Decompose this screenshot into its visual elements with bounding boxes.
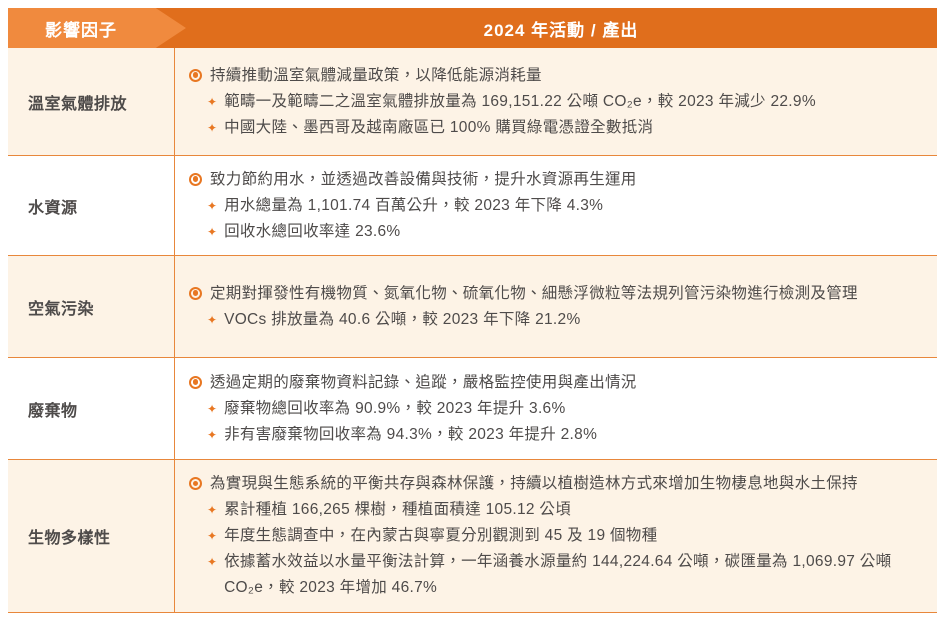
table-body: 溫室氣體排放 持續推動溫室氣體減量政策，以降低能源消耗量 ✦ 範疇一及範疇二之溫室氣… bbox=[8, 48, 937, 613]
activity-subitem: ✦ 範疇一及範疇二之溫室氣體排放量為 169,151.22 公噸 CO₂e，較 2… bbox=[189, 89, 919, 115]
factor-cell: 溫室氣體排放 bbox=[8, 48, 175, 155]
activity-subitem: ✦ VOCs 排放量為 40.6 公噸，較 2023 年下降 21.2% bbox=[189, 307, 919, 333]
activity-subitem: ✦ 累計種植 166,265 棵樹，種植面積達 105.12 公頃 bbox=[189, 497, 919, 523]
header-activity-label: 2024 年活動 / 產出 bbox=[483, 20, 639, 40]
subitem-text: 年度生態調查中，在內蒙古與寧夏分別觀測到 45 及 19 個物種 bbox=[224, 527, 658, 544]
star-bullet-icon: ✦ bbox=[207, 312, 218, 327]
row-content: 致力節約用水，並透過改善設備與技術，提升水資源再生運用 ✦ 用水總量為 1,101.… bbox=[175, 156, 937, 255]
factor-label: 水資源 bbox=[28, 199, 78, 217]
activity-subitem: ✦ 用水總量為 1,101.74 百萬公升，較 2023 年下降 4.3% bbox=[189, 193, 919, 219]
header-factor-arrow: 影響因子 bbox=[8, 8, 186, 48]
activity-text: 持續推動溫室氣體減量政策，以降低能源消耗量 bbox=[210, 66, 542, 84]
activity-item: 持續推動溫室氣體減量政策，以降低能源消耗量 bbox=[189, 63, 919, 89]
factor-label: 廢棄物 bbox=[28, 402, 78, 420]
star-bullet-icon: ✦ bbox=[207, 401, 218, 416]
ring-bullet-icon bbox=[189, 477, 202, 490]
table-row: 生物多樣性 為實現與生態系統的平衡共存與森林保護，持續以植樹造林方式來增加生物棲… bbox=[8, 460, 937, 613]
factor-label: 生物多樣性 bbox=[28, 530, 111, 547]
activity-subitem: ✦ 依據蓄水效益以水量平衡法計算，一年涵養水源量約 144,224.64 公噸，碳… bbox=[189, 549, 919, 601]
subitem-text: 範疇一及範疇二之溫室氣體排放量為 169,151.22 公噸 CO₂e，較 20… bbox=[224, 92, 816, 110]
row-content: 定期對揮發性有機物質、氮氧化物、硫氧化物、細懸浮微粒等法規列管污染物進行檢測及管… bbox=[175, 256, 937, 357]
star-bullet-icon: ✦ bbox=[207, 503, 218, 517]
activity-item: 致力節約用水，並透過改善設備與技術，提升水資源再生運用 bbox=[189, 167, 919, 193]
subitem-text: 廢棄物總回收率為 90.9%，較 2023 年提升 3.6% bbox=[224, 399, 566, 417]
subitem-text: 依據蓄水效益以水量平衡法計算，一年涵養水源量約 144,224.64 公噸，碳匯… bbox=[224, 553, 892, 596]
subitem-text: 用水總量為 1,101.74 百萬公升，較 2023 年下降 4.3% bbox=[224, 196, 604, 214]
star-bullet-icon: ✦ bbox=[207, 120, 218, 135]
header-factor-label: 影響因子 bbox=[45, 20, 117, 40]
star-bullet-icon: ✦ bbox=[207, 198, 218, 213]
factor-cell: 生物多樣性 bbox=[8, 460, 175, 612]
star-bullet-icon: ✦ bbox=[207, 555, 218, 569]
table-header: 2024 年活動 / 產出 影響因子 bbox=[8, 8, 937, 48]
subitem-text: 非有害廢棄物回收率為 94.3%，較 2023 年提升 2.8% bbox=[224, 425, 598, 443]
star-bullet-icon: ✦ bbox=[207, 94, 218, 109]
impact-factor-table: 2024 年活動 / 產出 影響因子 溫室氣體排放 持續推動溫室氣體減量政策，以… bbox=[8, 8, 937, 613]
factor-label: 溫室氣體排放 bbox=[28, 95, 128, 113]
factor-cell: 空氣污染 bbox=[8, 256, 175, 357]
ring-bullet-icon bbox=[189, 68, 202, 82]
activity-item: 透過定期的廢棄物資料記錄、追蹤，嚴格監控使用與產出情況 bbox=[189, 370, 919, 396]
activity-text: 為實現與生態系統的平衡共存與森林保護，持續以植樹造林方式來增加生物棲息地與水土保… bbox=[210, 475, 858, 492]
table-row: 水資源 致力節約用水，並透過改善設備與技術，提升水資源再生運用 ✦ 用水總量為 1,… bbox=[8, 156, 937, 256]
subitem-text: 回收水總回收率達 23.6% bbox=[224, 222, 401, 240]
activity-text: 致力節約用水，並透過改善設備與技術，提升水資源再生運用 bbox=[210, 170, 637, 188]
subitem-text: 累計種植 166,265 棵樹，種植面積達 105.12 公頃 bbox=[224, 501, 572, 518]
star-bullet-icon: ✦ bbox=[207, 427, 218, 442]
table-row: 溫室氣體排放 持續推動溫室氣體減量政策，以降低能源消耗量 ✦ 範疇一及範疇二之溫室氣… bbox=[8, 48, 937, 156]
star-bullet-icon: ✦ bbox=[207, 529, 218, 543]
activity-subitem: ✦ 回收水總回收率達 23.6% bbox=[189, 219, 919, 245]
star-bullet-icon: ✦ bbox=[207, 224, 218, 239]
table-row: 空氣污染 定期對揮發性有機物質、氮氧化物、硫氧化物、細懸浮微粒等法規列管污染物進… bbox=[8, 256, 937, 358]
activity-item: 定期對揮發性有機物質、氮氧化物、硫氧化物、細懸浮微粒等法規列管污染物進行檢測及管… bbox=[189, 281, 919, 307]
activity-text: 定期對揮發性有機物質、氮氧化物、硫氧化物、細懸浮微粒等法規列管污染物進行檢測及管… bbox=[210, 284, 858, 302]
ring-bullet-icon bbox=[189, 375, 202, 389]
row-content: 透過定期的廢棄物資料記錄、追蹤，嚴格監控使用與產出情況 ✦ 廢棄物總回收率為 90.… bbox=[175, 358, 937, 459]
activity-item: 為實現與生態系統的平衡共存與森林保護，持續以植樹造林方式來增加生物棲息地與水土保… bbox=[189, 471, 919, 497]
factor-cell: 廢棄物 bbox=[8, 358, 175, 459]
subitem-text: VOCs 排放量為 40.6 公噸，較 2023 年下降 21.2% bbox=[224, 310, 581, 328]
table-row: 廢棄物 透過定期的廢棄物資料記錄、追蹤，嚴格監控使用與產出情況 ✦ 廢棄物總回收率為… bbox=[8, 358, 937, 460]
subitem-text: 中國大陸、墨西哥及越南廠區已 100% 購買綠電憑證全數抵消 bbox=[224, 118, 654, 136]
activity-subitem: ✦ 非有害廢棄物回收率為 94.3%，較 2023 年提升 2.8% bbox=[189, 422, 919, 448]
row-content: 持續推動溫室氣體減量政策，以降低能源消耗量 ✦ 範疇一及範疇二之溫室氣體排放量為 1… bbox=[175, 48, 937, 155]
activity-subitem: ✦ 廢棄物總回收率為 90.9%，較 2023 年提升 3.6% bbox=[189, 396, 919, 422]
ring-bullet-icon bbox=[189, 286, 202, 300]
row-content: 為實現與生態系統的平衡共存與森林保護，持續以植樹造林方式來增加生物棲息地與水土保… bbox=[175, 460, 937, 612]
activity-subitem: ✦ 中國大陸、墨西哥及越南廠區已 100% 購買綠電憑證全數抵消 bbox=[189, 115, 919, 141]
ring-bullet-icon bbox=[189, 172, 202, 186]
factor-label: 空氣污染 bbox=[28, 300, 95, 318]
activity-subitem: ✦ 年度生態調查中，在內蒙古與寧夏分別觀測到 45 及 19 個物種 bbox=[189, 523, 919, 549]
activity-text: 透過定期的廢棄物資料記錄、追蹤，嚴格監控使用與產出情況 bbox=[210, 373, 637, 391]
factor-cell: 水資源 bbox=[8, 156, 175, 255]
